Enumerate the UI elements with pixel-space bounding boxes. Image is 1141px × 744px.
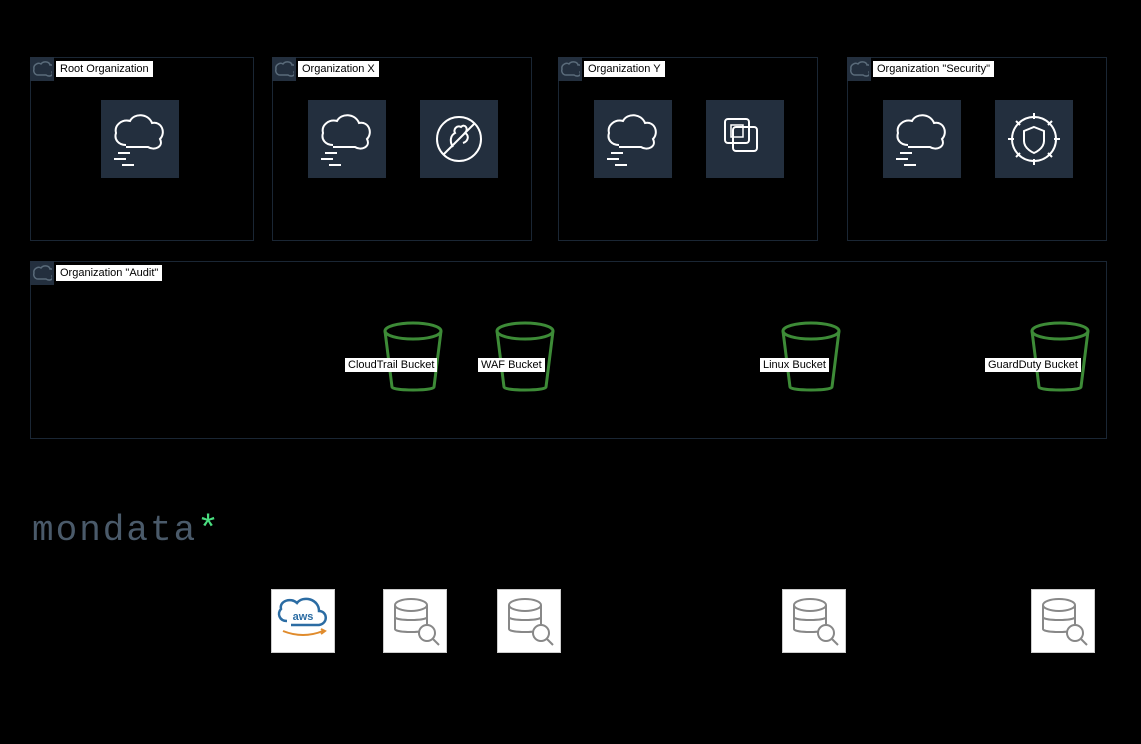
org-label: Organization "Audit"	[56, 265, 162, 281]
service-label: AWS CloudTrail	[101, 182, 179, 208]
service-ec2: Linux EC2	[706, 100, 784, 195]
cloud-icon	[558, 57, 582, 81]
connector-label: CloudTrail	[380, 655, 450, 667]
connector-guardduty: GuardDuty	[1028, 589, 1098, 667]
service-label: AWS CloudTrail	[594, 182, 672, 208]
org-audit: Organization "Audit"	[30, 261, 1107, 439]
connector-label: WAF	[494, 655, 564, 667]
bucket-label: Linux Bucket	[760, 358, 829, 372]
bucket-label: GuardDuty Bucket	[985, 358, 1081, 372]
database-search-icon	[1031, 589, 1095, 653]
aws-icon	[271, 589, 335, 653]
cloud-icon	[272, 57, 296, 81]
logo-text: mondata	[32, 510, 197, 551]
bucket-label: CloudTrail Bucket	[345, 358, 437, 372]
service-label: AWS CloudTrail	[883, 182, 961, 208]
cloudtrail-icon	[594, 100, 672, 178]
logo-accent: *	[197, 510, 221, 551]
mondata-logo: mondata*	[32, 510, 221, 551]
cloud-icon	[30, 57, 54, 81]
service-label: Amazon GuardDuty	[995, 182, 1073, 208]
service-label: AWS CloudTrail	[308, 182, 386, 208]
org-label: Organization "Security"	[873, 61, 994, 77]
connector-waf: WAF	[494, 589, 564, 667]
database-search-icon	[497, 589, 561, 653]
service-label: AWS WAF	[420, 182, 498, 195]
waf-icon	[420, 100, 498, 178]
cloudtrail-icon	[101, 100, 179, 178]
service-cloudtrail: AWS CloudTrail	[101, 100, 179, 208]
connector-label: AWS Connectors	[263, 655, 343, 679]
connector-label: Linux	[779, 655, 849, 667]
service-waf: AWS WAF	[420, 100, 498, 195]
org-header: Organization X	[272, 57, 379, 81]
guardduty-icon	[995, 100, 1073, 178]
connector-label: GuardDuty	[1028, 655, 1098, 667]
service-cloudtrail: AWS CloudTrail	[883, 100, 961, 208]
org-label: Organization X	[298, 61, 379, 77]
bucket-label: WAF Bucket	[478, 358, 545, 372]
service-label: Linux EC2	[706, 182, 784, 195]
org-label: Root Organization	[56, 61, 153, 77]
cloud-icon	[30, 261, 54, 285]
connector-cloudtrail: CloudTrail	[380, 589, 450, 667]
service-cloudtrail: AWS CloudTrail	[594, 100, 672, 208]
org-header: Organization "Audit"	[30, 261, 162, 285]
cloud-icon	[847, 57, 871, 81]
connector-aws: AWS Connectors	[263, 589, 343, 679]
service-guardduty: Amazon GuardDuty	[995, 100, 1073, 208]
database-search-icon	[782, 589, 846, 653]
database-search-icon	[383, 589, 447, 653]
service-cloudtrail: AWS CloudTrail	[308, 100, 386, 208]
org-header: Organization Y	[558, 57, 665, 81]
org-header: Organization "Security"	[847, 57, 994, 81]
connector-linux: Linux	[779, 589, 849, 667]
org-label: Organization Y	[584, 61, 665, 77]
cloudtrail-icon	[308, 100, 386, 178]
cloudtrail-icon	[883, 100, 961, 178]
ec2-icon	[706, 100, 784, 178]
org-header: Root Organization	[30, 57, 153, 81]
